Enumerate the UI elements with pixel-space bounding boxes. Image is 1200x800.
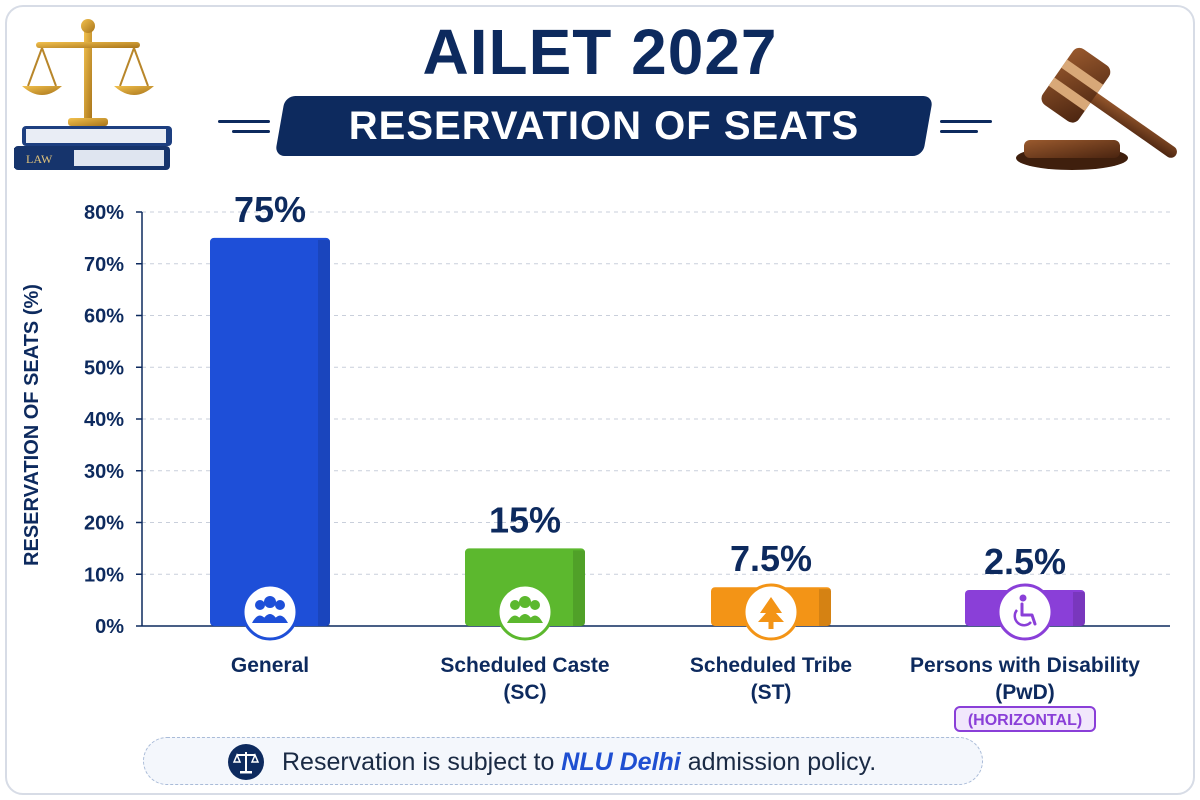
policy-note-lead: Reservation is subject to	[282, 748, 562, 776]
speed-line	[232, 130, 270, 133]
page-title: AILET 2027	[422, 16, 778, 88]
data-label: 7.5%	[730, 538, 812, 579]
tree-icon	[742, 583, 800, 641]
policy-note-text: Reservation is subject to NLU Delhi admi…	[282, 738, 876, 786]
x-tick-label-sub: (PwD)	[995, 681, 1055, 704]
data-label: 2.5%	[984, 541, 1066, 582]
y-tick-label: 50%	[84, 357, 124, 379]
y-tick-label: 30%	[84, 461, 124, 483]
data-label: 75%	[234, 189, 306, 230]
horizontal-tag: (HORIZONTAL)	[954, 706, 1096, 732]
bar-shade	[318, 239, 330, 626]
y-tick-label: 80%	[84, 202, 124, 224]
gavel-icon	[1016, 47, 1177, 170]
y-tick-label: 10%	[84, 564, 124, 586]
x-tick-label: Persons with Disability	[910, 654, 1140, 677]
y-axis-label: RESERVATION OF SEATS (%)	[21, 284, 43, 566]
x-tick-label: Scheduled Caste	[440, 654, 609, 677]
speed-line	[940, 120, 992, 123]
data-label: 15%	[489, 499, 561, 540]
horizontal-tag-label: (HORIZONTAL)	[968, 712, 1082, 729]
speed-line	[940, 130, 978, 133]
bar-shade	[819, 589, 831, 626]
bar-shade	[573, 550, 585, 626]
wheelchair-icon	[996, 583, 1054, 641]
policy-note: Reservation is subject to NLU Delhi admi…	[143, 737, 983, 785]
users-icon	[496, 583, 554, 641]
scales-and-books-icon: LAW	[14, 19, 172, 170]
y-tick-label: 20%	[84, 513, 124, 535]
speed-line	[218, 120, 270, 123]
policy-note-tail: admission policy.	[680, 748, 877, 776]
x-tick-label-sub: (SC)	[503, 681, 546, 704]
x-tick-label: General	[231, 654, 309, 677]
y-tick-label: 40%	[84, 409, 124, 431]
bar	[210, 237, 330, 626]
x-tick-label: Scheduled Tribe	[690, 654, 852, 677]
policy-note-emphasis: NLU Delhi	[561, 748, 681, 776]
scales-icon	[228, 744, 264, 780]
page-frame	[5, 5, 1195, 795]
y-tick-label: 60%	[84, 306, 124, 328]
y-tick-label: 0%	[95, 616, 124, 638]
reservation-bar-chart: RESERVATION OF SEATS (%) 0% 10% 20% 30% 40% 5…	[21, 189, 1170, 732]
users-icon	[241, 583, 299, 641]
page-subtitle: RESERVATION OF SEATS	[348, 104, 860, 148]
book-label: LAW	[26, 152, 53, 166]
x-tick-label-sub: (ST)	[751, 681, 792, 704]
y-tick-label: 70%	[84, 254, 124, 276]
bar-shade	[1073, 592, 1085, 626]
